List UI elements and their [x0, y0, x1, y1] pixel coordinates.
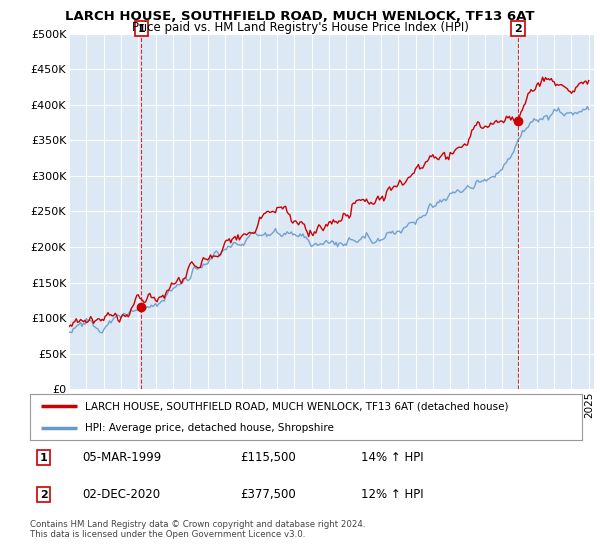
Text: 1: 1	[137, 24, 145, 34]
Text: 05-MAR-1999: 05-MAR-1999	[82, 451, 161, 464]
Text: 12% ↑ HPI: 12% ↑ HPI	[361, 488, 424, 501]
Text: Price paid vs. HM Land Registry's House Price Index (HPI): Price paid vs. HM Land Registry's House …	[131, 21, 469, 34]
Text: 14% ↑ HPI: 14% ↑ HPI	[361, 451, 424, 464]
Text: LARCH HOUSE, SOUTHFIELD ROAD, MUCH WENLOCK, TF13 6AT: LARCH HOUSE, SOUTHFIELD ROAD, MUCH WENLO…	[65, 10, 535, 23]
Text: Contains HM Land Registry data © Crown copyright and database right 2024.
This d: Contains HM Land Registry data © Crown c…	[30, 520, 365, 539]
Text: £377,500: £377,500	[240, 488, 296, 501]
Text: LARCH HOUSE, SOUTHFIELD ROAD, MUCH WENLOCK, TF13 6AT (detached house): LARCH HOUSE, SOUTHFIELD ROAD, MUCH WENLO…	[85, 401, 509, 411]
Text: 02-DEC-2020: 02-DEC-2020	[82, 488, 161, 501]
Text: 2: 2	[514, 24, 522, 34]
Text: 1: 1	[40, 453, 47, 463]
Text: 2: 2	[40, 490, 47, 500]
Text: HPI: Average price, detached house, Shropshire: HPI: Average price, detached house, Shro…	[85, 423, 334, 433]
Text: £115,500: £115,500	[240, 451, 296, 464]
